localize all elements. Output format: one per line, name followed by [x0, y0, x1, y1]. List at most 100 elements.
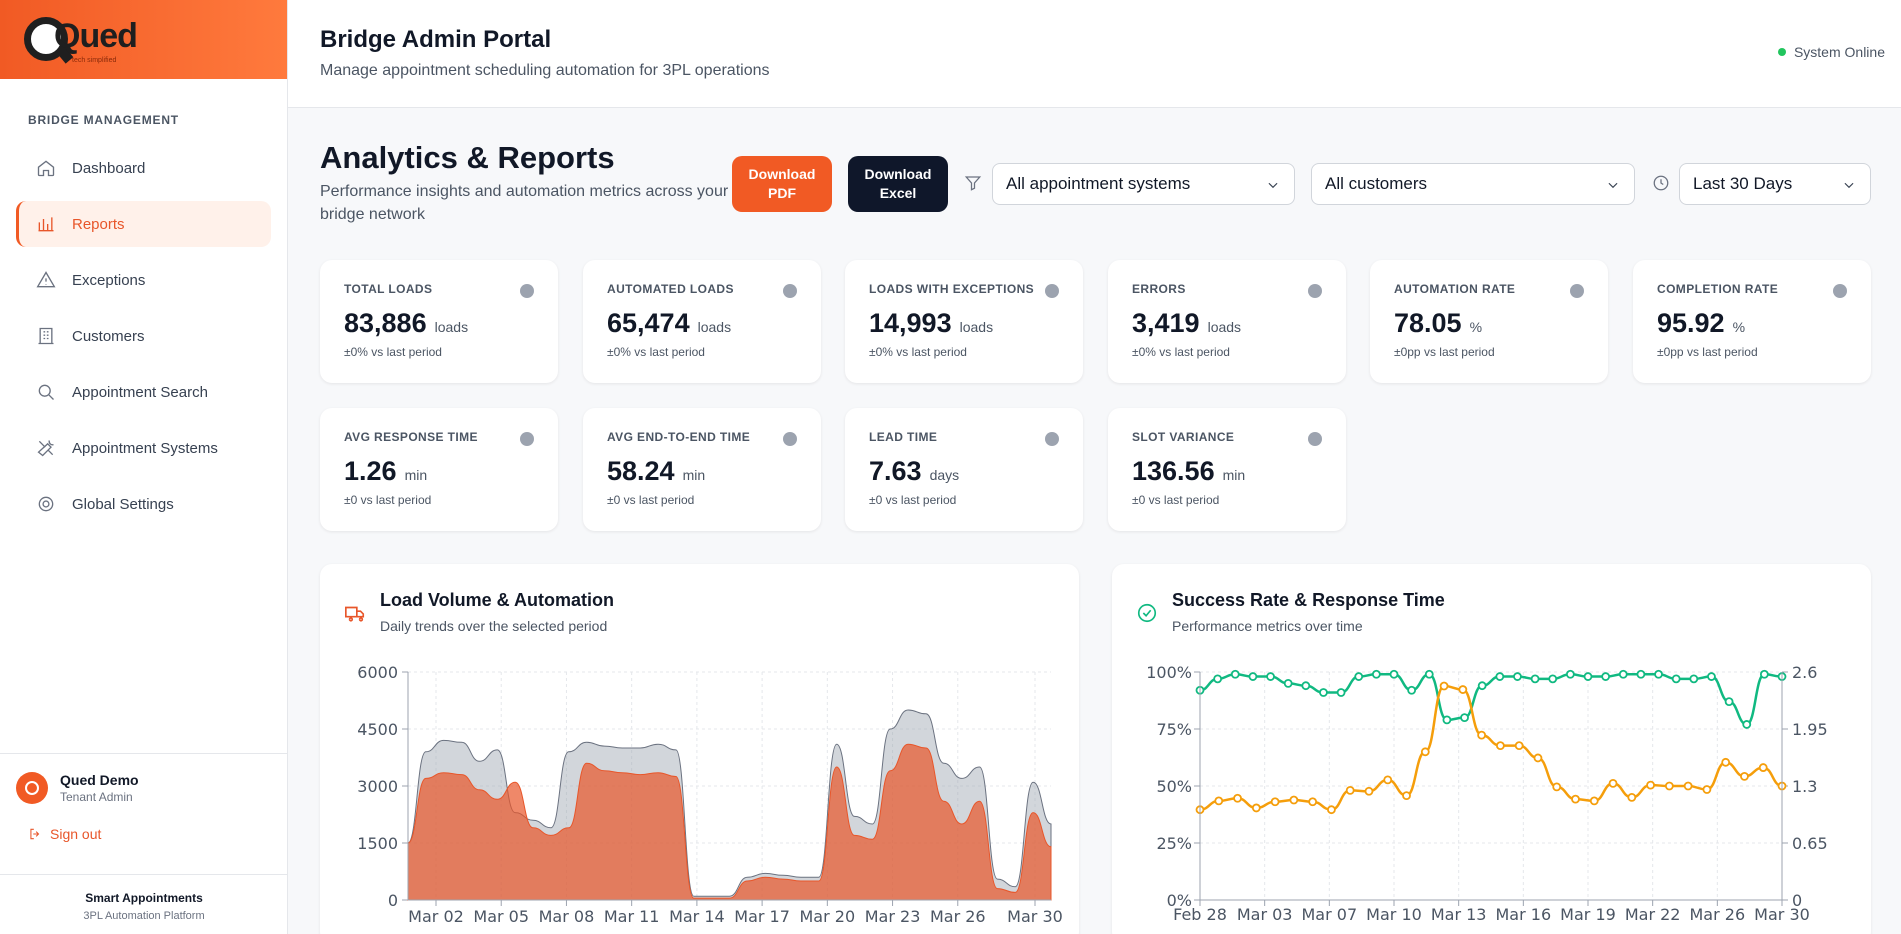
x-tick-label: Mar 13	[1431, 905, 1487, 924]
sidebar-item-appointment-systems[interactable]: Appointment Systems	[16, 425, 271, 471]
data-point	[1671, 674, 1681, 684]
y-tick-label: 6000	[357, 663, 398, 682]
kpi-unit: min	[682, 467, 706, 483]
data-point	[1664, 781, 1674, 791]
data-point	[1689, 674, 1699, 684]
kpi-unit: days	[929, 467, 960, 483]
kpi-delta: ±0 vs last period	[607, 493, 695, 507]
x-tick-label: Mar 10	[1366, 905, 1422, 924]
footer-title: Smart Appointments	[85, 891, 203, 905]
download-pdf-button[interactable]: Download PDF	[732, 156, 832, 212]
data-point	[1248, 672, 1258, 681]
sign-out-label: Sign out	[50, 826, 102, 842]
data-point	[1327, 805, 1336, 815]
data-point	[1458, 685, 1468, 694]
sidebar-item-global-settings[interactable]: Global Settings	[16, 481, 271, 527]
status-text: System Online	[1793, 44, 1885, 60]
data-point	[1251, 803, 1261, 813]
kpi-label: TOTAL LOADS	[344, 282, 433, 296]
data-point	[1627, 792, 1637, 802]
customer-select[interactable]: All customers	[1311, 163, 1635, 205]
data-point	[1758, 763, 1768, 772]
data-point	[1270, 797, 1280, 807]
data-point	[1683, 781, 1693, 791]
kpi-delta: ±0% vs last period	[344, 345, 442, 359]
y-tick-label-right: 1.3	[1792, 777, 1817, 796]
kpi-unit: loads	[1207, 319, 1242, 335]
gear-icon	[38, 496, 54, 512]
user-panel: Qued Demo Tenant Admin Sign out	[0, 753, 288, 842]
x-tick-label: Mar 08	[539, 907, 595, 926]
data-point	[1214, 796, 1224, 806]
bar-chart-icon	[38, 217, 54, 232]
sign-out-button[interactable]: Sign out	[28, 826, 288, 842]
kpi-label: ERRORS	[1132, 282, 1186, 296]
sidebar-item-label: Global Settings	[72, 495, 174, 513]
kpi-unit: %	[1469, 319, 1483, 335]
data-point	[1319, 688, 1328, 697]
appointment-system-select[interactable]: All appointment systems	[992, 163, 1295, 205]
user-icon	[25, 781, 39, 795]
x-tick-label: Mar 30	[1007, 907, 1063, 926]
kpi-label: COMPLETION RATE	[1657, 282, 1779, 296]
kpi-delta: ±0% vs last period	[869, 345, 967, 359]
sidebar-item-exceptions[interactable]: Exceptions	[16, 257, 271, 303]
sidebar-item-customers[interactable]: Customers	[16, 313, 271, 359]
data-point	[1424, 669, 1434, 679]
kpi-value: 136.56	[1132, 456, 1215, 486]
customer-value: All customers	[1325, 174, 1428, 193]
data-point	[1402, 791, 1411, 801]
sidebar-item-appointment-search[interactable]: Appointment Search	[16, 369, 271, 415]
kpi-card-avg-response-time: AVG RESPONSE TIME 1.26 min ±0 vs last per…	[320, 408, 558, 531]
sign-out-icon	[30, 828, 40, 840]
qued-logo[interactable]: Qued tech simplified	[24, 15, 144, 65]
kpi-unit: loads	[434, 319, 469, 335]
user-info[interactable]: Qued Demo Tenant Admin	[16, 772, 288, 804]
data-point	[1530, 674, 1540, 684]
y-tick-label-left: 25%	[1156, 834, 1192, 853]
data-point	[1439, 681, 1449, 691]
x-tick-label: Feb 28	[1173, 905, 1227, 924]
kpi-delta: ±0 vs last period	[1132, 493, 1220, 507]
success-rate-panel: Success Rate & Response Time Performance…	[1112, 564, 1871, 934]
data-point	[1460, 713, 1469, 723]
kpi-status-dot	[520, 284, 534, 298]
kpi-unit: min	[1222, 467, 1246, 483]
warning-icon	[36, 271, 56, 288]
line-series-2	[1199, 684, 1783, 811]
kpi-label: AVG END-TO-END TIME	[607, 430, 751, 444]
download-excel-button[interactable]: Download Excel	[848, 156, 948, 212]
data-point	[1513, 672, 1522, 681]
data-point	[1354, 672, 1364, 681]
sidebar-nav: Dashboard Reports Exceptions Customers A…	[0, 145, 287, 527]
footer-subtitle: 3PL Automation Platform	[83, 910, 205, 922]
sidebar-item-dashboard[interactable]: Dashboard	[16, 145, 271, 191]
x-tick-label: Mar 22	[1625, 905, 1681, 924]
kpi-card-completion-rate: COMPLETION RATE 95.92% ±0pp vs last peri…	[1633, 260, 1871, 383]
kpi-card-lead-time: LEAD TIME 7.63 days ±0 vs last period	[845, 408, 1083, 531]
kpi-card-total-loads: TOTAL LOADS 83,886 loads ±0% vs last peri…	[320, 260, 558, 383]
data-point	[1389, 669, 1399, 679]
sidebar-item-label: Appointment Search	[72, 383, 208, 401]
sidebar-item-reports[interactable]: Reports	[16, 201, 271, 247]
x-tick-label: Mar 30	[1754, 905, 1810, 924]
kpi-status-dot	[1570, 284, 1584, 298]
panel-title: Success Rate & Response Time	[1172, 590, 1445, 610]
data-point	[1707, 672, 1716, 681]
date-range-select[interactable]: Last 30 Days	[1679, 163, 1871, 205]
y-tick-label-left: 100%	[1146, 663, 1192, 682]
kpi-value: 65,474	[607, 308, 690, 338]
x-tick-label: Mar 02	[408, 907, 464, 926]
kpi-status-dot	[1833, 284, 1847, 298]
data-point	[1601, 672, 1611, 681]
x-tick-label: Mar 05	[473, 907, 529, 926]
kpi-unit: %	[1732, 319, 1746, 335]
date-range-value: Last 30 Days	[1693, 174, 1793, 193]
kpi-status-dot	[1045, 284, 1059, 298]
data-point	[1565, 669, 1575, 679]
data-point	[1618, 669, 1628, 679]
kpi-value: 83,886	[344, 308, 427, 338]
kpi-label: SLOT VARIANCE	[1132, 430, 1235, 444]
top-header: Bridge Admin Portal Manage appointment s…	[288, 0, 1901, 108]
kpi-status-dot	[520, 432, 534, 446]
